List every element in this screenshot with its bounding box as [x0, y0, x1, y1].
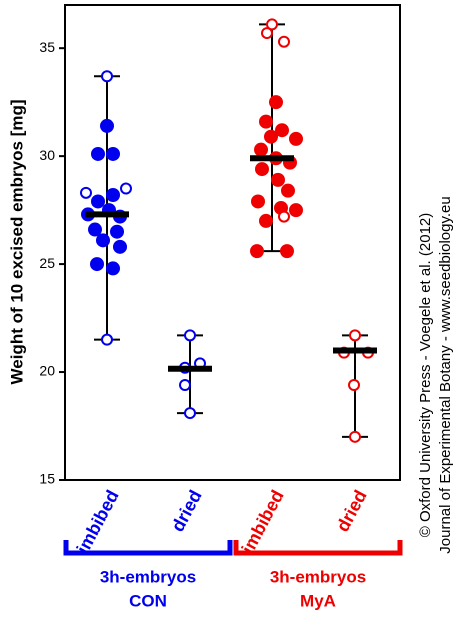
data-point — [280, 244, 294, 259]
group-bracket — [233, 540, 403, 556]
data-point — [91, 194, 105, 209]
data-point — [90, 257, 104, 272]
data-point — [106, 261, 120, 276]
data-point — [96, 233, 110, 248]
group-label: 3h-embryos — [100, 567, 196, 586]
data-point — [271, 172, 285, 187]
data-point — [100, 118, 114, 133]
credit: Journal of Experimental Botany - www.see… — [437, 196, 454, 553]
data-point — [266, 18, 278, 31]
data-point — [278, 35, 290, 48]
data-point — [259, 114, 273, 129]
data-point — [101, 333, 113, 346]
data-point — [106, 146, 120, 161]
group-label: MyA — [300, 591, 336, 610]
y-axis-label: Weight of 10 excised embryos [mg] — [7, 100, 26, 385]
data-point — [106, 188, 120, 202]
data-point — [250, 244, 264, 259]
y-tick-label: 15 — [39, 471, 55, 487]
x-tick-label: dried — [167, 487, 205, 535]
data-point — [179, 379, 191, 391]
data-point — [289, 203, 303, 218]
data-point — [110, 224, 124, 239]
data-point — [269, 95, 283, 110]
data-point — [349, 430, 361, 443]
data-point — [113, 239, 127, 254]
data-point — [261, 27, 273, 40]
data-point — [349, 329, 361, 342]
data-point — [91, 146, 105, 161]
data-point — [184, 329, 196, 342]
data-point — [251, 194, 265, 209]
data-point — [259, 213, 273, 228]
plot-frame — [64, 4, 401, 481]
data-point — [264, 129, 278, 144]
credit: © Oxford University Press - Voegele et a… — [417, 213, 434, 538]
x-tick-label: dried — [332, 487, 370, 535]
data-point — [255, 162, 269, 177]
data-point — [275, 123, 289, 138]
y-tick-label: 20 — [39, 363, 55, 379]
data-point — [289, 131, 303, 146]
y-tick-label: 25 — [39, 255, 55, 271]
group-bracket — [63, 540, 233, 556]
data-point — [254, 142, 268, 157]
data-point — [281, 183, 295, 198]
data-point — [120, 182, 132, 195]
group-label: 3h-embryos — [270, 567, 366, 586]
data-point — [80, 186, 92, 199]
group-label: CON — [129, 591, 167, 610]
y-tick-label: 30 — [39, 147, 55, 163]
data-point — [184, 407, 196, 420]
x-tick-label: imbibed — [73, 487, 123, 557]
y-tick-label: 35 — [39, 39, 55, 55]
x-tick-label: imbibed — [238, 487, 288, 557]
data-point — [278, 210, 290, 223]
data-point — [88, 222, 102, 237]
data-point — [101, 70, 113, 83]
data-point — [348, 379, 360, 391]
